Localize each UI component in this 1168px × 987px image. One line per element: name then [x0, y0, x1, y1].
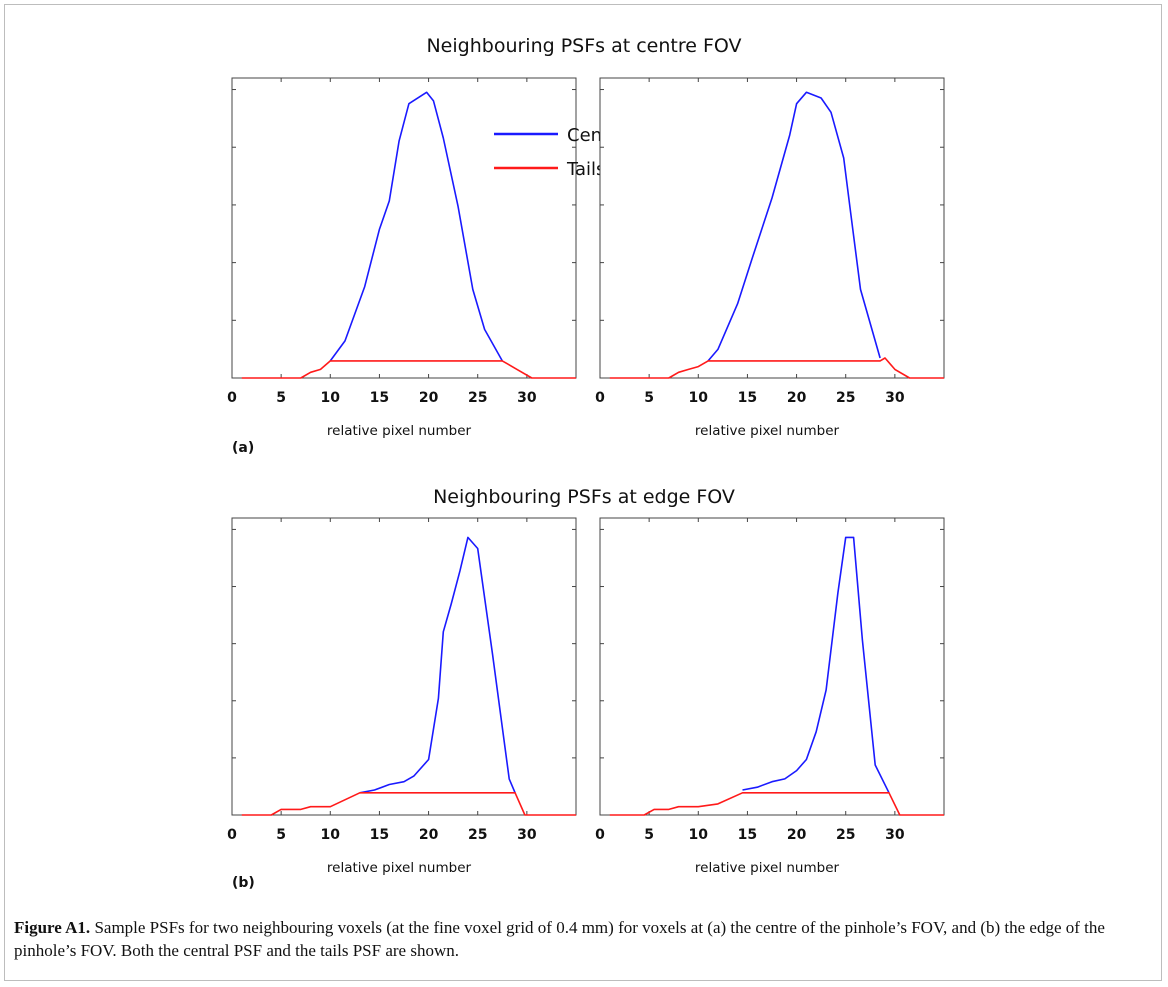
plot-0-xtick-label: 30 — [517, 390, 537, 406]
plot-1-xtick-label: 5 — [644, 390, 654, 406]
plot-1-xtick-label: 10 — [689, 390, 709, 406]
plot-2-xtick-label: 20 — [419, 827, 439, 843]
plot-3-xtick-label: 20 — [787, 827, 807, 843]
plot-2-series-central-psf — [359, 536, 516, 794]
plot-2-xtick-label: 15 — [370, 827, 389, 843]
plot-3-xlabel: relative pixel number — [695, 860, 840, 876]
plot-0-series-tails-psf — [241, 360, 576, 379]
plot-0-axes — [231, 77, 577, 379]
plot-3-xtick-label: 30 — [885, 827, 905, 843]
plot-0-xtick-label: 0 — [227, 390, 237, 406]
panel-a-title: Neighbouring PSFs at centre FOV — [426, 35, 742, 57]
plot-0-xtick-label: 25 — [468, 390, 487, 406]
plot-2-xtick-label: 25 — [468, 827, 487, 843]
plot-2-xlabel: relative pixel number — [327, 860, 472, 876]
figure-caption: Figure A1. Sample PSFs for two neighbour… — [14, 916, 1154, 962]
plot-2-xtick-label: 0 — [227, 827, 237, 843]
plot-2-series-tails-psf — [241, 791, 576, 816]
plot-0-xtick-label: 20 — [419, 390, 439, 406]
plot-3-xtick-label: 0 — [595, 827, 605, 843]
panel-a-label: (a) — [232, 440, 255, 456]
plot-1-series-tails-psf — [609, 357, 944, 379]
plot-0-xtick-label: 5 — [276, 390, 286, 406]
plot-1-xtick-label: 15 — [738, 390, 757, 406]
plot-3-xtick-label: 25 — [836, 827, 855, 843]
plot-1-series-central-psf — [707, 91, 881, 362]
plot-3-series-tails-psf — [609, 791, 944, 816]
caption-label: Figure A1. — [14, 918, 91, 937]
plot-2-xtick-label: 10 — [321, 827, 341, 843]
plot-2-xtick-label: 5 — [276, 827, 286, 843]
panel-b-title: Neighbouring PSFs at edge FOV — [433, 486, 735, 508]
figure-frame — [4, 4, 1162, 981]
plot-1-xlabel: relative pixel number — [695, 423, 840, 439]
plot-3-xtick-label: 15 — [738, 827, 757, 843]
plot-0-series-central-psf — [329, 91, 503, 362]
plot-2-axes — [231, 517, 577, 816]
plot-1-xtick-label: 30 — [885, 390, 905, 406]
plot-3-axes — [599, 517, 945, 816]
plot-1-axes — [599, 77, 945, 379]
caption-text: Sample PSFs for two neighbouring voxels … — [14, 918, 1105, 960]
plot-0-xtick-label: 15 — [370, 390, 389, 406]
panel-b-label: (b) — [232, 875, 255, 891]
plot-1-xtick-label: 0 — [595, 390, 605, 406]
plot-1-xtick-label: 25 — [836, 390, 855, 406]
plot-3-series-central-psf — [742, 536, 890, 794]
plot-3-xtick-label: 5 — [644, 827, 654, 843]
plot-1-xtick-label: 20 — [787, 390, 807, 406]
plot-2-xtick-label: 30 — [517, 827, 537, 843]
plot-0-xlabel: relative pixel number — [327, 423, 472, 439]
plot-0-xtick-label: 10 — [321, 390, 341, 406]
plot-3-xtick-label: 10 — [689, 827, 709, 843]
